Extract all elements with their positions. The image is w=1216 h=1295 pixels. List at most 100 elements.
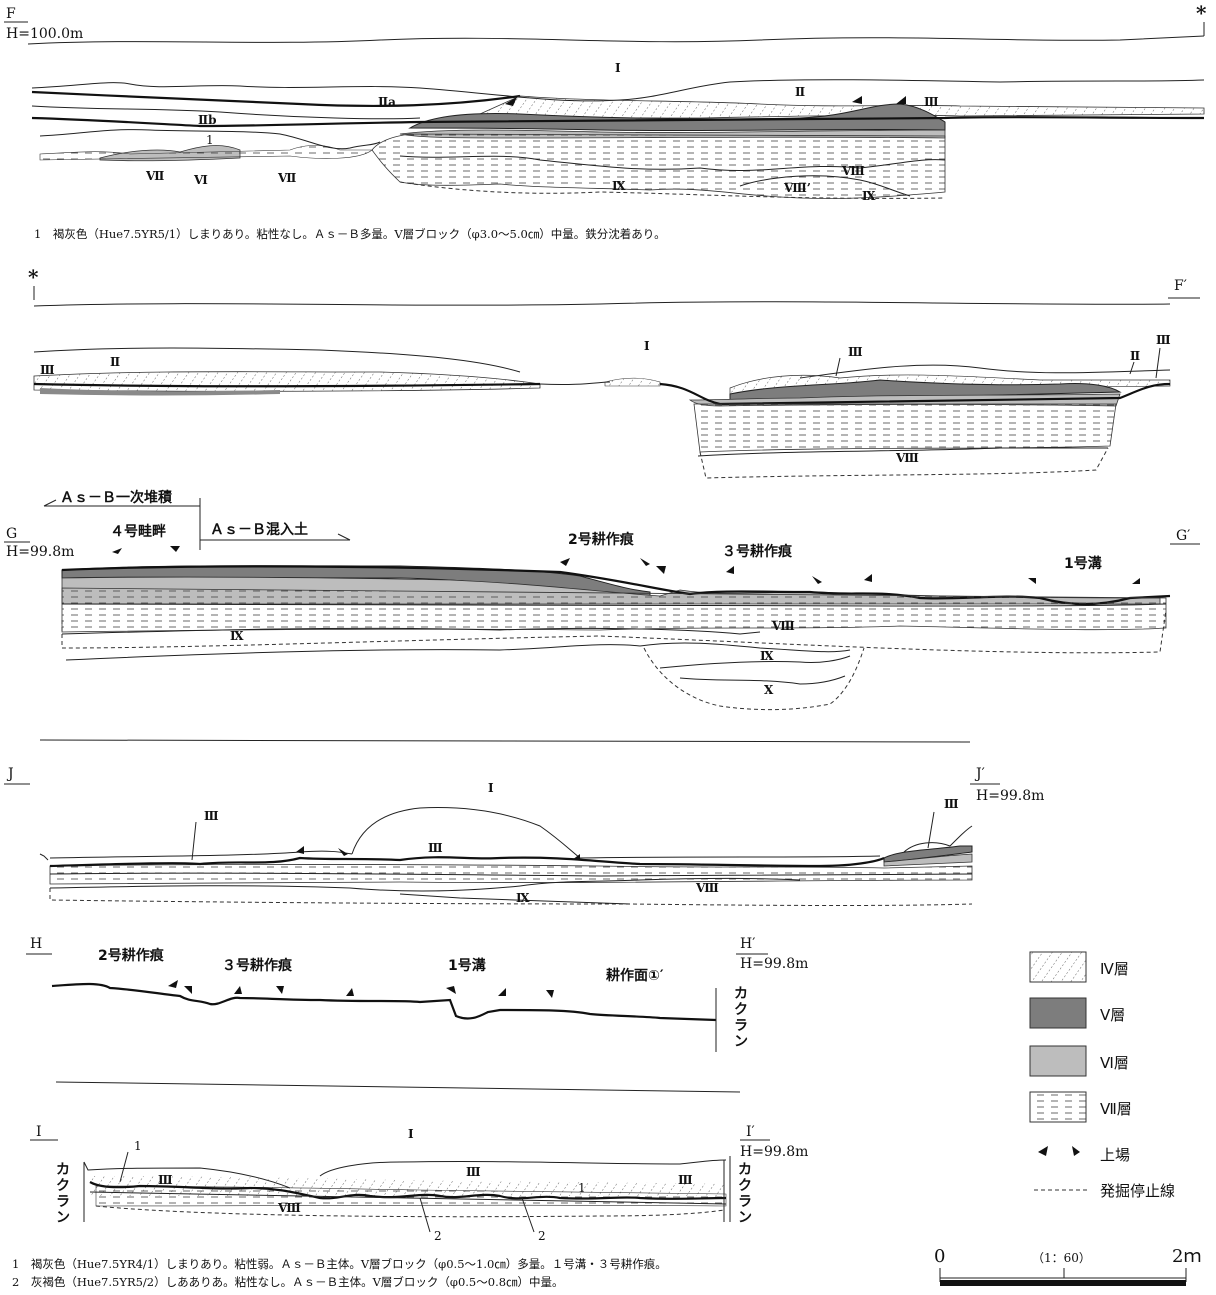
layer-x-label: X [764,683,774,697]
section-j-end-label: J′ [974,766,985,782]
section-i-note-2: 2 灰褐色（Hue7.5YR5/2）しあありあ。粘性なし。Ａｓ－Ｂ主体。Ⅴ層ブロ… [12,1275,564,1289]
section-f-start-label: F [6,6,16,22]
kakuran-vertical: カ ク ラ ン [734,986,748,1050]
legend-vii-label: Ⅶ層 [1100,1100,1132,1118]
section-f-height-label: H=100.0m [6,26,83,42]
layer-viiip-label: Ⅷ’ [783,181,811,195]
ditch-1-label: 1号溝 [448,957,486,974]
feature-1-label: 1 [578,1181,586,1195]
layer-i-label: I [615,61,621,75]
svg-text:ラ: ラ [738,1194,752,1210]
layer-vi-label: Ⅵ [193,173,208,187]
svg-text:ク: ク [734,1002,748,1018]
layer-iib-label: Ⅱb [198,113,217,127]
svg-text:ン: ン [738,1210,752,1226]
section-h: H H′ H=99.8m 2号耕作痕 ３号耕作痕 1号溝 耕作面①′ カ ク ラ… [26,936,808,1093]
layer-iii-label: Ⅲ [924,95,939,109]
legend-v-label: Ⅴ層 [1100,1006,1125,1024]
section-h-end-label: H′ [740,936,755,952]
layer-ix-label: Ⅸ [516,891,530,905]
layer-ix-label: Ⅸ [862,189,876,203]
section-i-note-1: 1 褐灰色（Hue7.5YR4/1）しまりあり。粘性弱。Ａｓ－Ｂ主体。Ⅴ層ブロッ… [12,1257,667,1271]
section-j: J J′ H=99.8m I Ⅲ Ⅲ Ⅲ Ⅸ Ⅷ [4,766,1044,906]
kakuran-label: カ [734,986,748,1002]
section-g: Ａｓ－Ｂ一次堆積 Ａｓ－Ｂ混入土 ４号畦畔 G H=99.8m G′ 2号耕作痕… [4,489,1200,743]
section-j-height-label: H=99.8m [976,788,1044,804]
asb-mixed-label: Ａｓ－Ｂ混入土 [210,521,308,538]
layer-iii-label: Ⅲ [1156,333,1171,347]
section-g-height-label: H=99.8m [6,544,74,560]
svg-text:ン: ン [734,1034,748,1050]
layer-ii-label: Ⅱ [795,85,805,99]
layer-iii-label: Ⅲ [158,1173,173,1187]
layer-iii-label: Ⅲ [944,797,959,811]
svg-text:ク: ク [56,1178,70,1194]
section-i-end-label: I′ [746,1124,755,1140]
svg-text:ラ: ラ [56,1194,70,1210]
plow-3-label: ３号耕作痕 [722,543,793,560]
section-f-part2: * F′ I Ⅱ Ⅲ Ⅲ Ⅱ Ⅲ Ⅷ [28,265,1200,479]
feature-1-label: 1 [206,133,214,147]
kakuran-vertical-right: カ ク ラ ン [738,1162,752,1226]
layer-iii-label: Ⅲ [40,363,55,377]
layer-viii-label: Ⅷ [695,881,719,895]
section-g-start-label: G [6,526,17,542]
layer-iii-label: Ⅲ [848,345,863,359]
section-i-height-label: H=99.8m [740,1144,808,1160]
section-f-note-1: 1 褐灰色（Hue7.5YR5/1）しまりあり。粘性なし。Ａｓ－Ｂ多量。Ⅴ層ブロ… [34,227,666,241]
layer-iia-label: Ⅱa [378,95,396,109]
plow-3-label: ３号耕作痕 [222,957,293,974]
feature-1-label: 1 [134,1139,142,1153]
legend-vi-label: Ⅵ層 [1100,1054,1129,1072]
svg-text:カ: カ [56,1162,70,1178]
plow-surface-label: 耕作面①′ [606,967,664,984]
feature-2-label: 2 [538,1229,546,1243]
layer-ii-label: Ⅱ [110,355,120,369]
legend-iv-label: Ⅳ層 [1100,960,1129,978]
section-g-end-label: G′ [1176,528,1190,544]
section-f-part1: F H=100.0m * I Ⅱa Ⅱb Ⅱ Ⅲ 1 Ⅶ Ⅵ [4,1,1207,203]
feature-2-label: 2 [434,1229,442,1243]
section-f-break-mark: * [28,265,39,289]
ditch-1-label: 1号溝 [1064,555,1102,572]
section-i: I I′ H=99.8m I 1 Ⅲ Ⅲ Ⅲ Ⅷ 1 2 2 カ ク ラ ン [30,1124,808,1243]
svg-text:ン: ン [56,1210,70,1226]
legend-upper-edge-label: 上場 [1100,1146,1130,1164]
svg-text:ラ: ラ [734,1018,748,1034]
asb-primary-label: Ａｓ－Ｂ一次堆積 [60,489,173,506]
layer-vii-label: Ⅶ [145,169,164,183]
section-i-start-label: I [36,1124,42,1140]
kakuran-vertical-left: カ ク ラ ン [56,1162,70,1226]
section-j-start-label: J [6,766,14,782]
layer-viii-label: Ⅷ [895,451,919,465]
layer-i-label: I [644,339,650,353]
svg-text:カ: カ [738,1162,752,1178]
section-h-start-label: H [30,936,42,952]
section-f-break-mark: * [1196,1,1207,25]
layer-ix-label: Ⅸ [760,649,774,663]
legend: Ⅳ層 Ⅴ層 Ⅵ層 Ⅶ層 上場 発掘停止線 [1029,951,1175,1200]
layer-viii-label: Ⅷ [771,619,795,633]
layer-iii-label: Ⅲ [678,1173,693,1187]
layer-i-label: I [488,781,494,795]
scale-zero: 0 [934,1246,945,1267]
layer-vii-label: Ⅶ [277,171,296,185]
scale-ratio: （1：60） [1032,1251,1091,1265]
section-f-end-label: F′ [1174,278,1187,294]
ridge-4-label: ４号畦畔 [110,523,166,540]
layer-iii-label: Ⅲ [466,1165,481,1179]
layer-viii-label: Ⅷ [841,164,865,178]
layer-ix-label: Ⅸ [230,629,244,643]
layer-i-label: I [408,1127,414,1141]
plow-2-label: 2号耕作痕 [568,531,635,548]
scale-max: 2ｍ [1172,1246,1201,1267]
layer-ix-label: Ⅸ [612,179,626,193]
plow-2-label: 2号耕作痕 [98,947,165,964]
layer-iii-label: Ⅲ [428,841,443,855]
legend-stop-line-label: 発掘停止線 [1100,1182,1175,1200]
svg-text:ク: ク [738,1178,752,1194]
layer-viii-label: Ⅷ [277,1201,301,1215]
layer-iii-label: Ⅲ [204,809,219,823]
layer-ii-label: Ⅱ [1130,349,1140,363]
